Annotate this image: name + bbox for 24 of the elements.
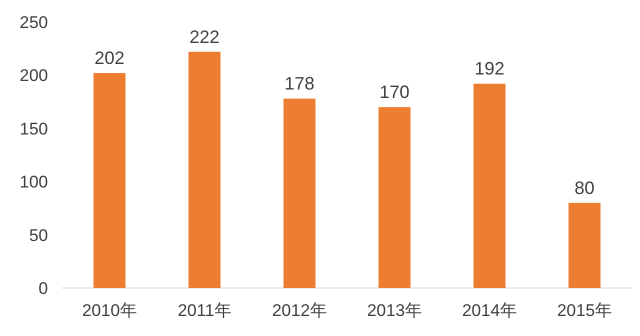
bar — [188, 52, 220, 288]
y-tick-label: 100 — [20, 172, 48, 192]
x-tick-label: 2012年 — [272, 301, 327, 320]
data-label: 222 — [189, 26, 220, 47]
x-tick-label: 2011年 — [178, 301, 232, 320]
x-tick-label: 2013年 — [367, 301, 422, 320]
y-tick-label: 250 — [20, 13, 48, 32]
data-label: 202 — [94, 48, 125, 68]
bar — [378, 107, 410, 288]
data-label: 80 — [574, 178, 595, 198]
y-tick-label: 150 — [20, 119, 48, 138]
bar — [284, 98, 316, 288]
bar — [568, 202, 600, 288]
data-label: 192 — [474, 58, 505, 79]
y-tick-label: 200 — [20, 66, 48, 86]
y-tick-label: 0 — [38, 279, 48, 298]
x-tick-label: 2010年 — [82, 301, 137, 320]
bar — [474, 84, 506, 288]
data-label: 170 — [379, 82, 410, 102]
x-tick-label: 2015年 — [557, 301, 612, 320]
y-tick-label: 50 — [29, 226, 48, 245]
data-label: 178 — [284, 74, 315, 94]
x-tick-label: 2014年 — [462, 301, 517, 320]
bar — [94, 73, 126, 288]
